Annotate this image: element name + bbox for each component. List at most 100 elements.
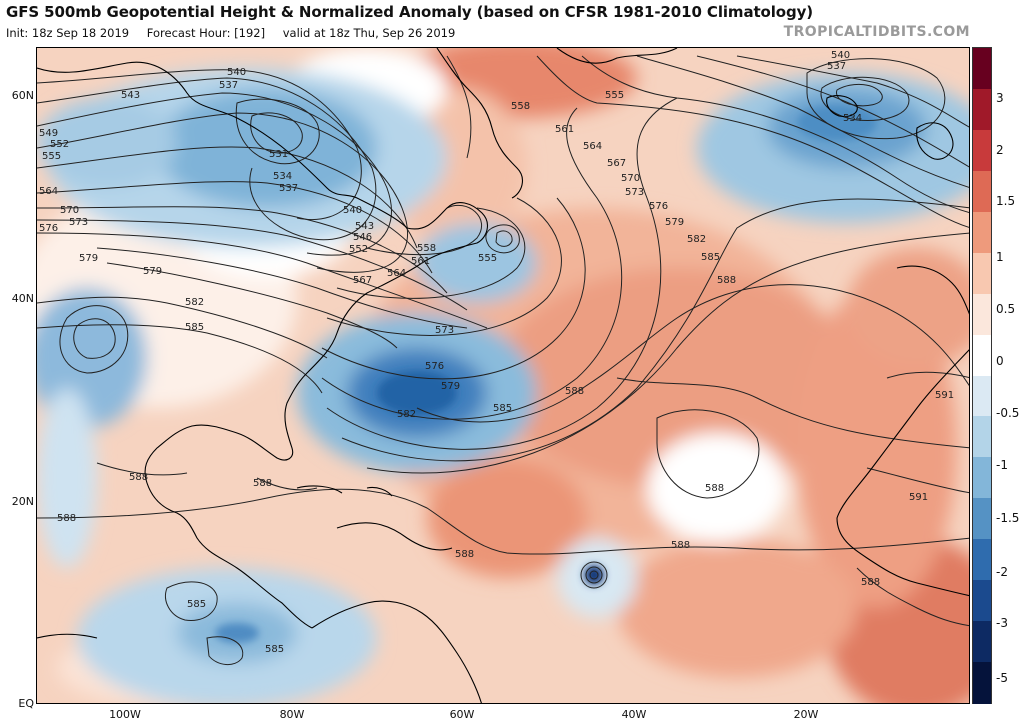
colorbar-label: 3: [996, 91, 1004, 105]
valid-time: valid at 18z Thu, Sep 26 2019: [282, 26, 456, 40]
colorbar-segment: [973, 88, 991, 131]
contour-label: 537: [219, 80, 238, 91]
colorbar-segment: [973, 621, 991, 663]
lon-label: 100W: [109, 708, 141, 721]
lon-label: 60W: [449, 708, 475, 721]
colorbar-label: -1: [996, 458, 1008, 472]
contour-label: 579: [143, 266, 162, 277]
contour-label: 576: [649, 201, 668, 212]
colorbar-label: -2: [996, 565, 1008, 579]
contour-label: 582: [185, 297, 204, 308]
contour-label: 585: [493, 403, 512, 414]
forecast-hour: Forecast Hour: [192]: [146, 26, 266, 40]
contour-label: 588: [253, 478, 272, 489]
contour-label: 582: [687, 234, 706, 245]
lat-label: EQ: [18, 697, 34, 710]
contour-label: 540: [831, 50, 850, 61]
lat-label: 20N: [11, 495, 34, 508]
contour-label: 552: [50, 139, 69, 150]
contour-label: 588: [671, 540, 690, 551]
contour-label: 534: [843, 113, 862, 124]
contour-label: 555: [42, 151, 61, 162]
contour-label: 582: [397, 409, 416, 420]
colorbar-label: 1.5: [996, 194, 1016, 208]
contour-label: 588: [717, 275, 736, 286]
contour-label: 579: [665, 217, 684, 228]
colorbar-label: -0.5: [996, 406, 1020, 420]
colorbar-segment: [973, 211, 991, 254]
colorbar-label: 0.5: [996, 302, 1016, 316]
contour-label: 564: [39, 186, 58, 197]
colorbar-label: -5: [996, 671, 1008, 685]
contour-label: 585: [185, 322, 204, 333]
contour-label: 543: [121, 90, 140, 101]
contour-label: 588: [565, 386, 584, 397]
colorbar-segment: [973, 293, 991, 336]
colorbar-segment: [973, 498, 991, 540]
map-panel[interactable]: 540 537 543 549 552 555 531 534 537 564 …: [36, 47, 970, 704]
contour-label: 576: [39, 223, 58, 234]
contour-label: 573: [625, 187, 644, 198]
contour-label: 588: [455, 549, 474, 560]
contour-label: 585: [187, 599, 206, 610]
colorbar-label: -1.5: [996, 511, 1020, 525]
contour-label: 588: [705, 483, 724, 494]
height-contours: [37, 55, 969, 665]
lon-label: 40W: [621, 708, 647, 721]
map-subtitle: Init: 18z Sep 18 2019 Forecast Hour: [19…: [6, 26, 469, 40]
contour-label: 537: [827, 61, 846, 72]
contour-label: 552: [349, 244, 368, 255]
contour-label: 570: [60, 205, 79, 216]
colorbar-label: -3: [996, 616, 1008, 630]
lon-label: 80W: [279, 708, 305, 721]
contour-label: 540: [343, 205, 362, 216]
colorbar-segment: [973, 170, 991, 213]
contour-label: 576: [425, 361, 444, 372]
lon-label: 20W: [793, 708, 819, 721]
colorbar-segment: [973, 334, 991, 376]
contour-label: 570: [621, 173, 640, 184]
contour-label: 591: [935, 390, 954, 401]
contour-label: 561: [555, 124, 574, 135]
coastlines: [37, 48, 969, 703]
colorbar-segment: [973, 539, 991, 581]
colorbar-segment: [973, 48, 991, 90]
site-brand: TROPICALTIDBITS.COM: [783, 24, 970, 40]
colorbar-label: 2: [996, 143, 1004, 157]
contour-label: 555: [605, 90, 624, 101]
contour-label: 591: [909, 492, 928, 503]
contour-label: 588: [861, 577, 880, 588]
colorbar-label: 1: [996, 250, 1004, 264]
colorbar-segment: [973, 129, 991, 172]
contour-label: 549: [39, 128, 58, 139]
contour-label: 567: [607, 158, 626, 169]
map-title: GFS 500mb Geopotential Height & Normaliz…: [6, 3, 814, 21]
colorbar: [972, 47, 992, 704]
contour-label: 546: [353, 232, 372, 243]
colorbar-segment: [973, 457, 991, 499]
contour-label: 588: [57, 513, 76, 524]
contour-label: 555: [478, 253, 497, 264]
contour-label: 564: [387, 268, 406, 279]
contour-label: 534: [273, 171, 292, 182]
contour-label: 588: [129, 472, 148, 483]
contour-label: 585: [701, 252, 720, 263]
anomaly-field: [37, 48, 969, 703]
contour-label: 564: [583, 141, 602, 152]
contour-label: 537: [279, 183, 298, 194]
init-time: Init: 18z Sep 18 2019: [6, 26, 130, 40]
contour-label: 579: [79, 253, 98, 264]
lat-label: 40N: [11, 292, 34, 305]
contour-label: 558: [417, 243, 436, 254]
colorbar-segment: [973, 375, 991, 417]
contour-label: 567: [353, 275, 372, 286]
contour-label: 561: [411, 256, 430, 267]
contour-label: 573: [69, 217, 88, 228]
lat-label: 60N: [11, 89, 34, 102]
colorbar-segment: [973, 252, 991, 295]
contour-label: 573: [435, 325, 454, 336]
contour-labels: 540 537 543 549 552 555 531 534 537 564 …: [39, 50, 954, 655]
contour-label: 579: [441, 381, 460, 392]
colorbar-segment: [973, 416, 991, 458]
contour-label: 543: [355, 221, 374, 232]
